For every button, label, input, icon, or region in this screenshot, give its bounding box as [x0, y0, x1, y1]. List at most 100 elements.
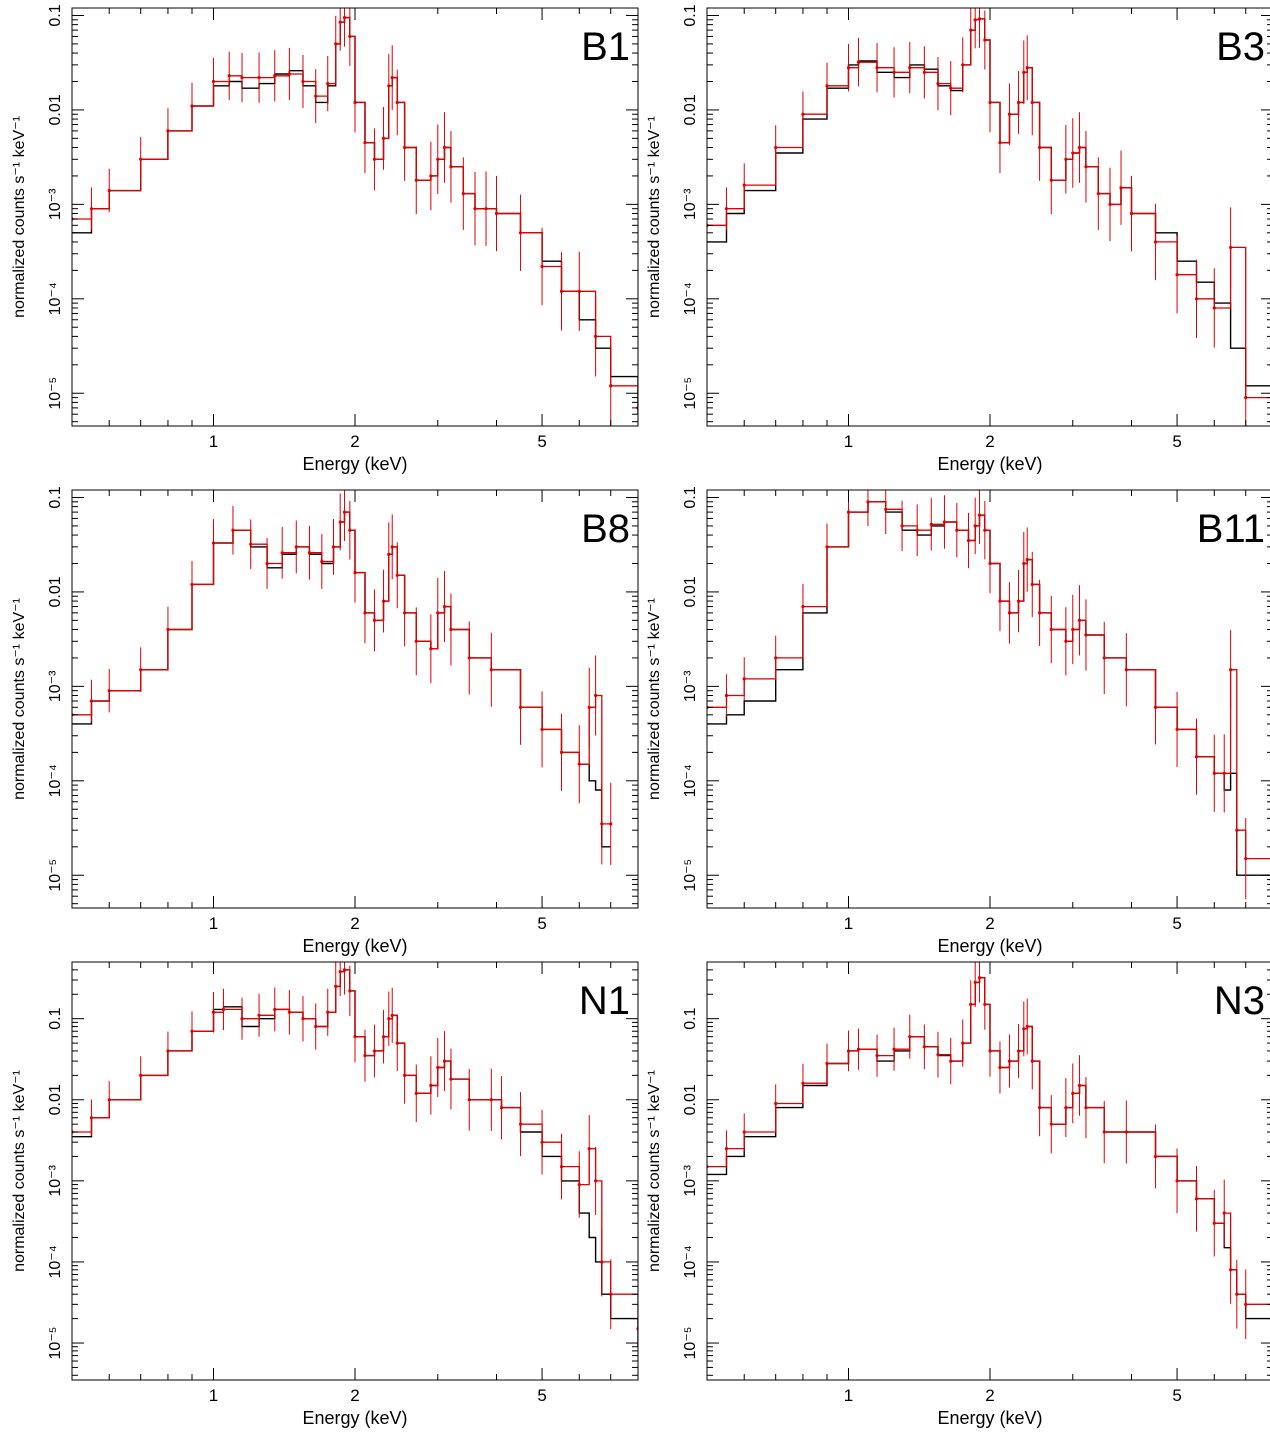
- y-axis-label: normalized counts s⁻¹ keV⁻¹: [11, 598, 28, 800]
- data-point: [436, 157, 440, 161]
- data-point: [273, 1007, 277, 1012]
- data-point: [331, 545, 336, 549]
- series-model-line: [72, 511, 611, 848]
- data-point: [929, 522, 933, 526]
- y-axis-label: normalized counts s⁻¹ keV⁻¹: [646, 1070, 663, 1272]
- data-point: [1124, 668, 1128, 672]
- data-point: [856, 60, 861, 64]
- y-axis-label: normalized counts s⁻¹ keV⁻¹: [646, 598, 663, 800]
- panel-b11: 1 2 5 0.1 0.01 10⁻³ 10⁻⁴ 10⁻⁵ Energy (keV) normal…: [646, 486, 1270, 956]
- data-point: [1175, 273, 1179, 277]
- data-point: [190, 582, 194, 587]
- x-tick-label: 5: [1172, 1386, 1181, 1405]
- data-point: [166, 627, 170, 632]
- data-point: [1077, 618, 1082, 622]
- data-point: [265, 561, 269, 566]
- data-point: [998, 599, 1002, 603]
- data-point: [577, 762, 581, 766]
- y-tick-label: 0.1: [682, 486, 699, 508]
- data-point: [280, 551, 284, 555]
- data-point: [600, 822, 604, 826]
- data-point: [190, 104, 194, 108]
- data-point: [1030, 100, 1034, 105]
- data-point: [467, 656, 471, 660]
- data-point: [372, 618, 377, 622]
- y-tick-label: 0.01: [47, 576, 64, 607]
- data-point: [973, 524, 977, 528]
- y-tick-label: 10⁻⁵: [682, 1327, 699, 1360]
- data-point: [884, 507, 888, 511]
- data-point: [825, 1061, 829, 1066]
- panel-label: B1: [581, 25, 630, 69]
- data-point: [742, 677, 746, 681]
- data-point: [961, 63, 965, 67]
- x-tick-label: 5: [537, 914, 546, 933]
- data-point: [372, 157, 377, 161]
- series-data-line: [707, 977, 1270, 1305]
- data-point: [577, 1182, 581, 1187]
- data-point: [998, 141, 1002, 145]
- data-point: [1022, 561, 1026, 566]
- data-point: [724, 207, 729, 211]
- y-tick-label: 10⁻³: [47, 670, 64, 702]
- data-point: [499, 1106, 504, 1110]
- data-point: [390, 75, 394, 80]
- data-point: [875, 66, 879, 70]
- y-tick-label: 0.01: [47, 94, 64, 125]
- data-point: [1194, 1197, 1199, 1201]
- data-point: [594, 334, 598, 338]
- data-point: [249, 542, 253, 546]
- data-point: [287, 1010, 291, 1014]
- data-point: [363, 611, 367, 615]
- data-point: [518, 705, 523, 709]
- y-axis-label: normalized counts s⁻¹ keV⁻¹: [11, 116, 28, 318]
- y-tick-label: 0.1: [47, 486, 64, 508]
- x-axis-label: Energy (keV): [937, 454, 1042, 474]
- data-point: [1077, 1083, 1082, 1088]
- data-point: [1153, 240, 1158, 244]
- data-point: [518, 1122, 523, 1126]
- data-point: [1049, 1122, 1053, 1126]
- data-point: [1016, 100, 1021, 105]
- data-point: [257, 75, 261, 80]
- data-point: [1016, 599, 1021, 603]
- data-point: [892, 1047, 896, 1051]
- y-tick-label: 10⁻⁵: [682, 859, 699, 892]
- x-axis-label: Energy (keV): [302, 454, 407, 474]
- data-point: [973, 980, 977, 985]
- data-point: [1222, 771, 1226, 775]
- data-point: [139, 1073, 143, 1077]
- y-axis-label: normalized counts s⁻¹ keV⁻¹: [646, 116, 663, 318]
- data-point: [1037, 1106, 1042, 1110]
- data-point: [1212, 1221, 1216, 1225]
- x-tick-label: 5: [537, 1386, 546, 1405]
- data-point: [969, 28, 973, 32]
- panel-b8: 1 2 5 0.1 0.01 10⁻³ 10⁻⁴ 10⁻⁵ Energy (keV) normal…: [11, 486, 639, 956]
- data-point: [1102, 656, 1106, 660]
- data-point: [338, 520, 342, 524]
- data-point: [609, 384, 613, 388]
- data-point: [473, 207, 477, 211]
- data-point: [774, 1101, 778, 1106]
- data-point: [1124, 1130, 1128, 1134]
- series-data-line: [707, 501, 1270, 860]
- data-point: [1007, 1059, 1012, 1063]
- y-tick-label: 0.1: [47, 4, 64, 26]
- data-point: [1022, 70, 1026, 74]
- y-tick-label: 10⁻⁴: [47, 764, 64, 797]
- data-point: [429, 1083, 433, 1088]
- x-tick-label: 2: [350, 1386, 359, 1405]
- data-point: [353, 1035, 357, 1039]
- data-point: [240, 75, 244, 80]
- panel-label: B8: [581, 507, 630, 551]
- data-point: [825, 84, 829, 88]
- data-point: [1064, 639, 1068, 643]
- y-tick-label: 10⁻⁵: [47, 377, 64, 410]
- data-point: [342, 968, 347, 972]
- data-point: [461, 192, 465, 196]
- data-point: [494, 211, 499, 216]
- data-point: [211, 79, 216, 84]
- data-point: [320, 559, 324, 564]
- panel-label: B11: [1197, 507, 1265, 551]
- y-tick-label: 0.01: [682, 94, 699, 125]
